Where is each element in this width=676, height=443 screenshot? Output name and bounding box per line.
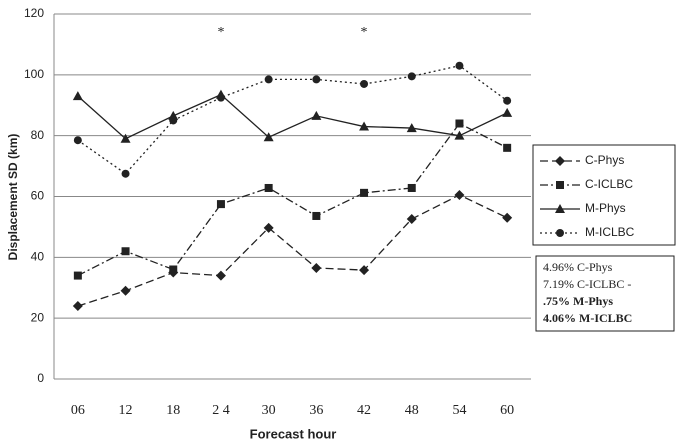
x-tick-label: 54 — [452, 403, 466, 418]
x-tick-label: 30 — [262, 403, 276, 418]
x-tick-label: 42 — [357, 403, 371, 418]
marker — [120, 133, 131, 143]
marker — [264, 75, 273, 84]
x-tick-label: 12 — [119, 403, 133, 418]
y-tick-label: 120 — [24, 6, 44, 20]
note-line: 7.19% C-ICLBC - — [543, 277, 631, 291]
y-tick-label: 60 — [31, 189, 45, 203]
marker — [73, 136, 82, 145]
y-tick-label: 100 — [24, 67, 44, 81]
note-line: 4.06% M-ICLBC — [543, 311, 632, 325]
note-box — [535, 255, 675, 332]
marker — [503, 96, 512, 105]
marker — [360, 188, 369, 197]
marker — [263, 132, 274, 142]
marker — [73, 271, 82, 280]
series-line — [77, 194, 508, 307]
x-axis-title: Forecast hour — [250, 426, 337, 441]
marker — [311, 110, 322, 120]
marker — [72, 91, 83, 101]
marker — [555, 204, 565, 213]
marker — [407, 183, 416, 192]
x-tick-label: 2 4 — [212, 403, 230, 418]
marker — [312, 75, 321, 84]
marker — [455, 119, 464, 128]
marker — [556, 181, 564, 189]
x-tick-label: 36 — [309, 403, 323, 418]
series-line — [77, 122, 508, 277]
y-tick-label: 40 — [31, 250, 45, 264]
legend-label: M-Phys — [585, 201, 626, 215]
marker — [311, 262, 322, 273]
y-tick-label: 80 — [31, 128, 45, 142]
marker — [215, 270, 226, 281]
marker — [359, 121, 370, 131]
series-line — [77, 93, 508, 140]
marker — [556, 229, 564, 237]
note-line: .75% M-Phys — [543, 294, 613, 308]
marker — [502, 107, 513, 117]
marker — [407, 72, 416, 81]
annotation: * — [361, 25, 368, 40]
marker — [454, 130, 465, 140]
legend-label: M-ICLBC — [585, 225, 635, 239]
annotation: * — [217, 25, 224, 40]
y-axis-title: Displacement SD (km) — [6, 134, 20, 261]
y-tick-label: 0 — [37, 371, 44, 385]
marker — [216, 200, 225, 209]
marker — [360, 79, 369, 88]
marker — [555, 156, 565, 166]
marker — [263, 222, 274, 233]
marker — [502, 212, 513, 223]
marker — [121, 247, 130, 256]
marker — [359, 265, 370, 276]
marker — [406, 123, 417, 133]
marker — [503, 143, 512, 152]
marker — [216, 93, 225, 102]
note-line: 4.96% C-Phys — [543, 260, 613, 274]
marker — [120, 285, 131, 296]
x-tick-label: 60 — [500, 403, 514, 418]
marker — [169, 116, 178, 125]
legend-label: C-Phys — [585, 153, 624, 167]
marker — [121, 169, 130, 178]
x-tick-label: 06 — [71, 403, 85, 418]
y-tick-label: 20 — [31, 310, 45, 324]
marker — [169, 265, 178, 274]
marker — [455, 61, 464, 70]
marker — [312, 211, 321, 220]
x-tick-label: 18 — [166, 403, 180, 418]
x-tick-label: 48 — [405, 403, 419, 418]
marker — [454, 189, 465, 200]
legend-label: C-ICLBC — [585, 177, 633, 191]
marker — [264, 183, 273, 192]
marker — [406, 214, 417, 225]
marker — [72, 301, 83, 311]
